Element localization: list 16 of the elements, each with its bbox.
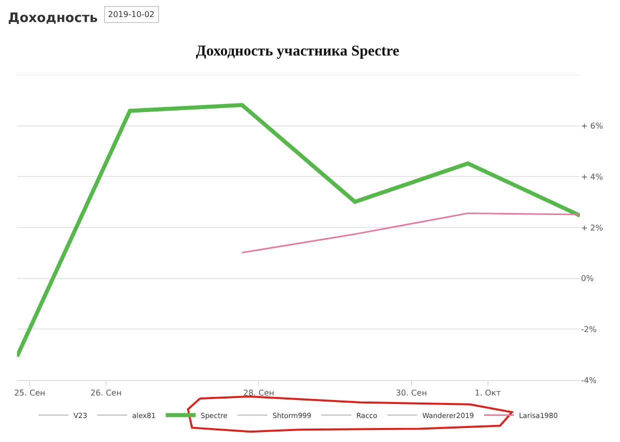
line-series (241, 212, 580, 254)
x-tick-label: 30. Сен (396, 388, 427, 398)
y-tick-label: + 2% (581, 223, 604, 232)
x-tick-label: 1. Окт (474, 388, 502, 398)
y-tick-label: -4% (581, 376, 597, 385)
y-tick-label: -2% (581, 324, 597, 334)
chart-title: Доходность участника Spectre (196, 43, 400, 60)
line-series (17, 102, 580, 358)
y-tick-label: 0% (581, 274, 594, 284)
text: Доходность (8, 11, 98, 26)
x-tick-label: 28. Сен (243, 388, 274, 398)
x-tick-label: 25. Сен (14, 388, 46, 398)
y-tick-label: + 6% (581, 122, 604, 131)
text: 2019-10-02 (108, 10, 154, 19)
y-tick-label: + 4% (581, 172, 604, 182)
x-tick-label: 26. Сен (90, 388, 122, 398)
